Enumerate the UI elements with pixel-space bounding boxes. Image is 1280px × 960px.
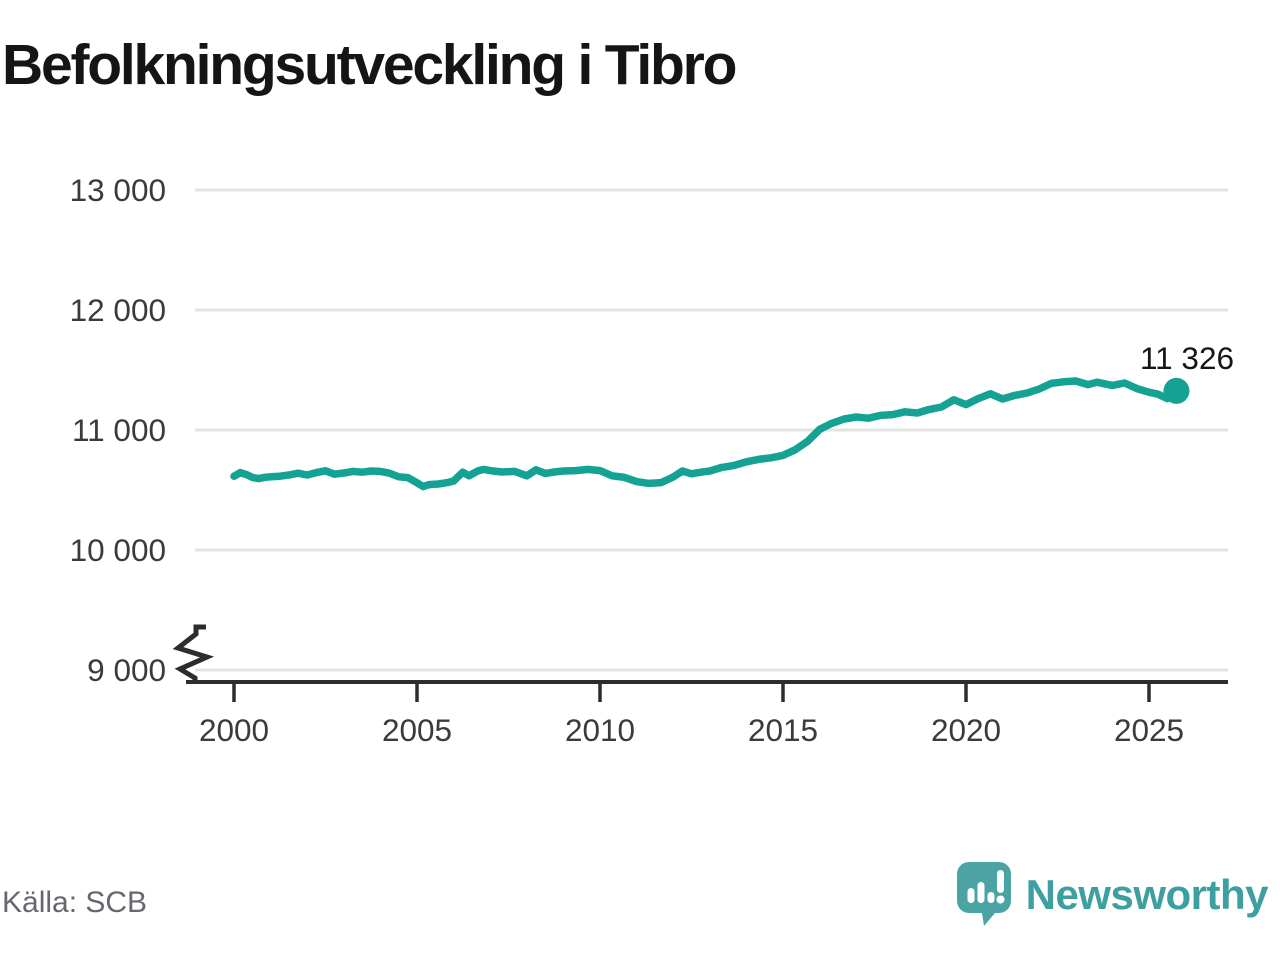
y-axis-tick-label: 10 000 [70,532,166,568]
x-axis-tick-label: 2015 [748,712,818,748]
y-axis-tick-label: 12 000 [70,292,166,328]
y-axis-tick-label: 13 000 [70,172,166,208]
x-axis-tick-label: 2005 [382,712,452,748]
y-axis-tick-label: 9 000 [87,652,166,688]
axis-break-icon [172,624,215,683]
x-axis-tick-label: 2000 [199,712,269,748]
newsworthy-logo-icon [956,862,1011,926]
end-point-dot [1163,377,1190,404]
x-axis-tick-label: 2010 [565,712,635,748]
newsworthy-logo: Newsworthy [956,862,1269,928]
series-line [230,377,1181,491]
end-point-value-label: 11 326 [1140,340,1234,376]
y-axis-tick-label: 11 000 [72,412,166,448]
newsworthy-logo-text: Newsworthy [1025,871,1269,918]
x-axis-tick-label: 2020 [931,712,1001,748]
x-axis-tick-label: 2025 [1114,712,1184,748]
source-caption: Källa: SCB [2,886,148,919]
page-title: Befolkningsutveckling i Tibro [2,33,737,97]
